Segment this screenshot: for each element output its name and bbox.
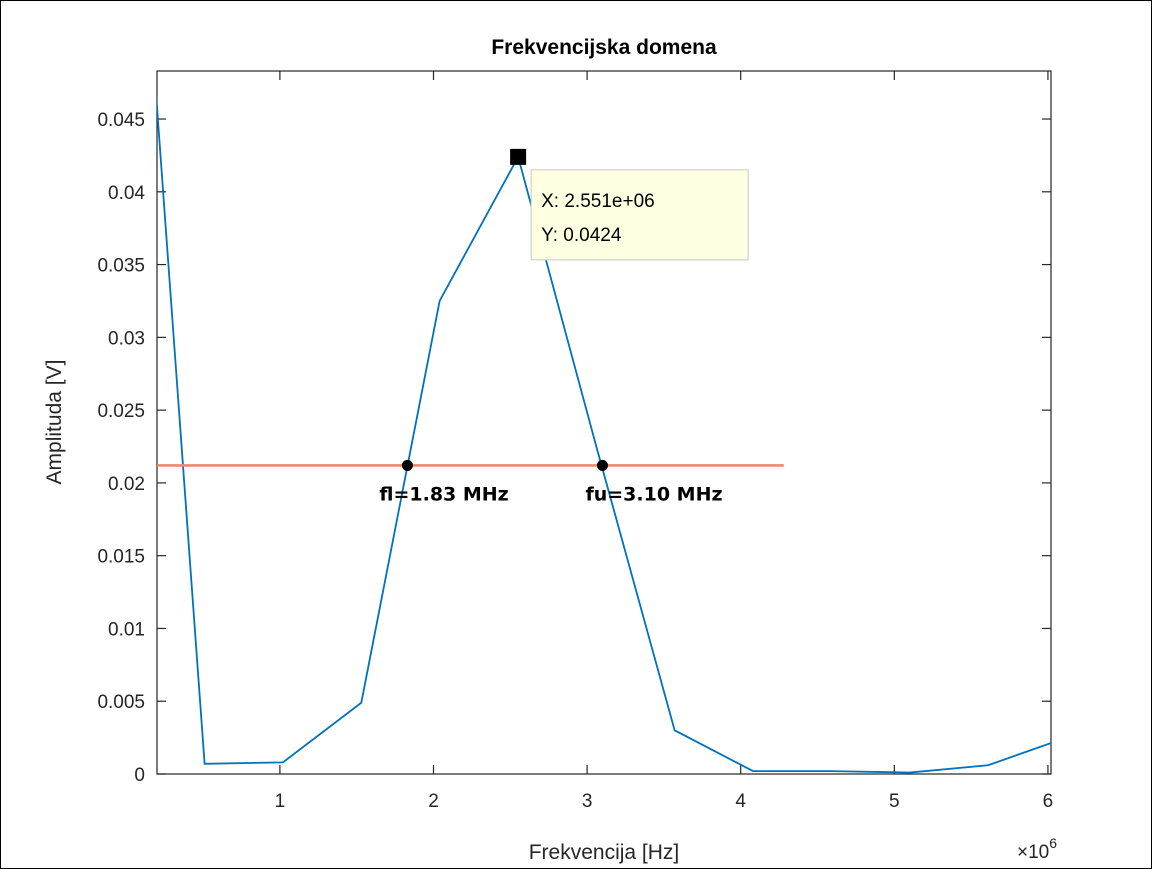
x-tick-label: 2 (428, 791, 439, 812)
y-tick-label: 0.015 (97, 547, 145, 568)
datatip-y-value: Y: 0.0424 (541, 225, 622, 246)
y-tick-label: 0.005 (97, 692, 145, 713)
x-tick-label: 1 (275, 791, 286, 812)
y-tick-label: 0.04 (108, 183, 145, 204)
x-tick-label: 6 (1043, 791, 1054, 812)
x-tick-label: 5 (889, 791, 900, 812)
y-tick-label: 0 (134, 765, 145, 786)
lower-cutoff-marker (401, 459, 413, 471)
datatip-marker (510, 148, 527, 165)
datatip-box (530, 169, 749, 261)
y-tick-label: 0.01 (108, 619, 145, 640)
x-axis-exponent: ×106 (1017, 835, 1057, 863)
x-tick-label: 4 (735, 791, 746, 812)
y-tick-label: 0.025 (97, 401, 145, 422)
y-tick-label: 0.035 (97, 256, 145, 277)
y-tick-label: 0.045 (97, 110, 145, 131)
spectrum-line (157, 94, 1051, 774)
x-axis-exponent-base: ×10 (1017, 842, 1049, 863)
upper-cutoff-label: fu=3.10 MHz (585, 483, 722, 505)
x-axis-exponent-power: 6 (1049, 835, 1057, 851)
x-tick-label: 3 (582, 791, 593, 812)
lower-cutoff-label: fl=1.83 MHz (379, 483, 508, 505)
y-axis-label: Amplituda [V] (43, 360, 66, 485)
y-tick-label: 0.02 (108, 474, 145, 495)
datatip-x-value: X: 2.551e+06 (541, 191, 655, 212)
chart-title: Frekvencijska domena (491, 36, 717, 59)
y-tick-label: 0.03 (108, 328, 145, 349)
upper-cutoff-marker (596, 459, 608, 471)
plot-area: 1 2 3 4 5 6 0 0.005 0.01 0.015 0.02 0.025 0.03 0.035 0… (97, 70, 1054, 812)
x-axis-label: Frekvencija [Hz] (529, 841, 680, 864)
